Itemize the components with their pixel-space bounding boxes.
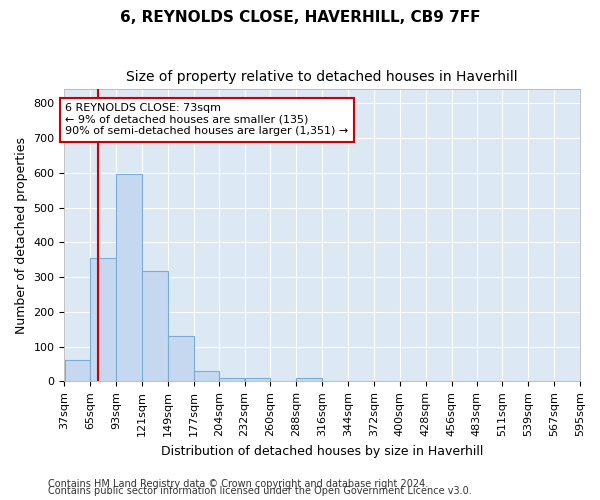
Bar xyxy=(168,336,194,382)
Text: Contains HM Land Registry data © Crown copyright and database right 2024.: Contains HM Land Registry data © Crown c… xyxy=(48,479,428,489)
Text: 6, REYNOLDS CLOSE, HAVERHILL, CB9 7FF: 6, REYNOLDS CLOSE, HAVERHILL, CB9 7FF xyxy=(120,10,480,25)
Bar xyxy=(245,378,271,382)
Title: Size of property relative to detached houses in Haverhill: Size of property relative to detached ho… xyxy=(127,70,518,84)
Bar xyxy=(194,371,218,382)
Bar xyxy=(219,378,244,382)
Bar xyxy=(142,271,168,382)
Bar xyxy=(116,174,142,382)
Bar xyxy=(65,360,90,382)
Bar xyxy=(296,378,322,382)
Bar xyxy=(91,258,116,382)
Text: 6 REYNOLDS CLOSE: 73sqm
← 9% of detached houses are smaller (135)
90% of semi-de: 6 REYNOLDS CLOSE: 73sqm ← 9% of detached… xyxy=(65,103,349,136)
X-axis label: Distribution of detached houses by size in Haverhill: Distribution of detached houses by size … xyxy=(161,444,484,458)
Text: Contains public sector information licensed under the Open Government Licence v3: Contains public sector information licen… xyxy=(48,486,472,496)
Y-axis label: Number of detached properties: Number of detached properties xyxy=(15,137,28,334)
